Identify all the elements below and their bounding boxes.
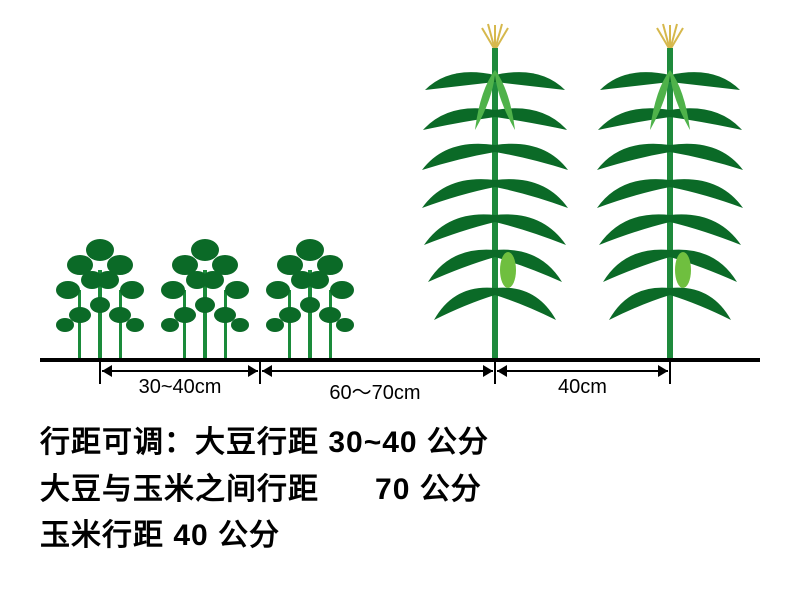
dimension-tick: [259, 358, 261, 384]
plant-area: [40, 20, 760, 360]
caption-block: 行距可调：大豆行距 30~40 公分 大豆与玉米之间行距 70 公分 玉米行距 …: [40, 420, 760, 560]
dimension-arrow: [497, 370, 668, 372]
soybean-plant-3: [260, 220, 360, 360]
dimension-arrow: [102, 370, 258, 372]
dimension-tick: [669, 358, 671, 384]
caption-line-1: 行距可调：大豆行距 30~40 公分: [40, 420, 760, 467]
dimension-tick: [494, 358, 496, 384]
soybean-plant-1: [50, 220, 150, 360]
ground-line: [40, 358, 760, 362]
dimension-label-gap: 60～70cm: [275, 376, 475, 405]
caption-line-3: 玉米行距 40 公分: [40, 513, 760, 560]
corn-plant-2: [595, 20, 745, 360]
dimension-label-soy: 30~40cm: [110, 376, 250, 399]
corn-plant-1: [420, 20, 570, 360]
dimension-tick: [99, 358, 101, 384]
dimension-arrow: [262, 370, 493, 372]
dimension-row: 30~40cm 60～70cm 40cm: [40, 366, 760, 406]
caption-line-2: 大豆与玉米之间行距 70 公分: [40, 467, 760, 514]
dimension-label-corn: 40cm: [510, 376, 655, 399]
soybean-plant-2: [155, 220, 255, 360]
